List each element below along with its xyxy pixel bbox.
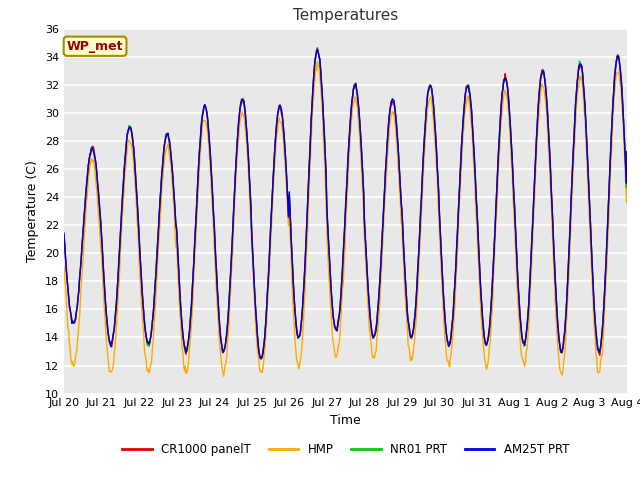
X-axis label: Time: Time <box>330 414 361 427</box>
Y-axis label: Temperature (C): Temperature (C) <box>26 160 39 262</box>
Legend: CR1000 panelT, HMP, NR01 PRT, AM25T PRT: CR1000 panelT, HMP, NR01 PRT, AM25T PRT <box>117 438 574 461</box>
Title: Temperatures: Temperatures <box>293 9 398 24</box>
Text: WP_met: WP_met <box>67 40 124 53</box>
